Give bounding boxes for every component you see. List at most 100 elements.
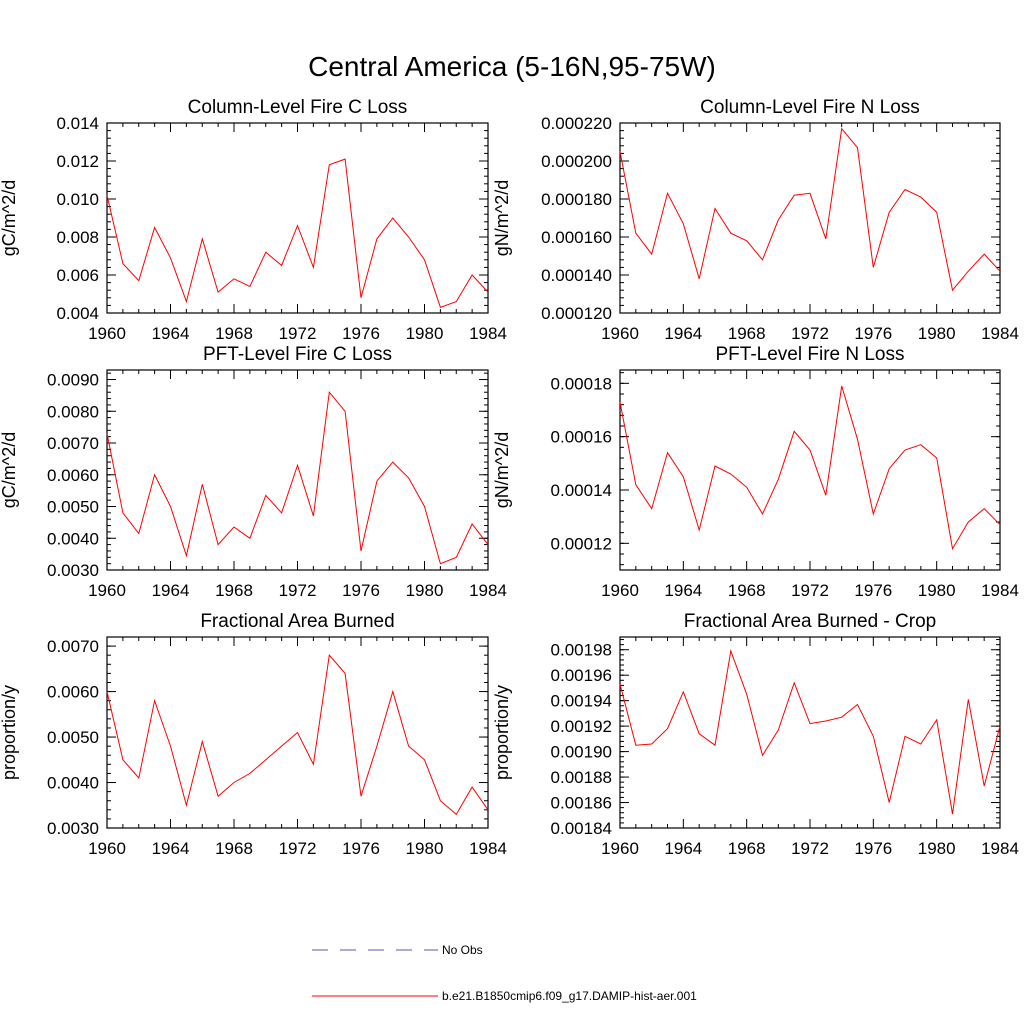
y-tick-label: 0.00016 — [551, 428, 612, 447]
panel-3: PFT-Level Fire C Loss gC/m^2/d 1960 1964 196… — [0, 344, 507, 600]
y-tick-label: 0.0060 — [47, 683, 99, 702]
x-tick-label: 1960 — [601, 839, 639, 858]
x-tick-label: 1972 — [791, 581, 829, 600]
y-tick-label: 0.000120 — [541, 304, 612, 323]
series-line — [106, 390, 489, 565]
y-tick-label: 0.0070 — [47, 637, 99, 656]
x-tick-label: 1984 — [469, 839, 507, 858]
x-tick-label: 1964 — [152, 581, 190, 600]
x-tick-label: 1984 — [981, 324, 1019, 343]
legend-label-no-obs: No Obs — [442, 943, 483, 957]
figure-title: Central America (5-16N,95-75W) — [308, 51, 716, 82]
y-tick-label: 0.000220 — [541, 114, 612, 133]
series-line — [619, 127, 1001, 292]
x-tick-label: 1964 — [152, 324, 190, 343]
panel-title: PFT-Level Fire N Loss — [716, 344, 905, 365]
y-tick-label: 0.004 — [56, 304, 99, 323]
x-tick-label: 1972 — [279, 324, 317, 343]
panel-title: Column-Level Fire N Loss — [700, 97, 920, 118]
x-tick-label: 1960 — [88, 581, 126, 600]
x-tick-label: 1976 — [854, 839, 892, 858]
panel-title: PFT-Level Fire C Loss — [203, 344, 392, 365]
series-line — [619, 649, 1001, 815]
x-tick-label: 1968 — [215, 581, 253, 600]
plot-frame — [106, 369, 489, 571]
x-tick-label: 1976 — [854, 581, 892, 600]
x-tick-label: 1968 — [215, 324, 253, 343]
y-tick-label: 0.00014 — [551, 481, 612, 500]
y-axis-label: proportion/y — [0, 685, 19, 780]
panel-2: Column-Level Fire N Loss gN/m^2/d 1960 1964… — [492, 97, 1019, 343]
y-tick-label: 0.000180 — [541, 190, 612, 209]
x-tick-label: 1968 — [728, 324, 766, 343]
x-tick-label: 1968 — [728, 839, 766, 858]
y-tick-label: 0.0090 — [47, 371, 99, 390]
y-tick-label: 0.0030 — [47, 561, 99, 580]
x-tick-label: 1976 — [854, 324, 892, 343]
x-tick-label: 1972 — [279, 839, 317, 858]
y-tick-label: 0.00196 — [551, 666, 612, 685]
x-tick-label: 1960 — [601, 324, 639, 343]
y-tick-label: 0.00192 — [551, 717, 612, 736]
x-tick-label: 1964 — [664, 839, 702, 858]
panel-title: Fractional Area Burned - Crop — [684, 611, 936, 632]
y-tick-label: 0.00184 — [551, 819, 612, 838]
panel-5: Fractional Area Burned proportion/y 1960 19… — [0, 611, 507, 858]
x-tick-label: 1964 — [664, 581, 702, 600]
x-tick-label: 1980 — [918, 324, 956, 343]
y-tick-label: 0.000160 — [541, 228, 612, 247]
x-tick-label: 1984 — [981, 839, 1019, 858]
series-line — [106, 654, 489, 816]
x-tick-label: 1976 — [342, 581, 380, 600]
x-tick-label: 1980 — [918, 581, 956, 600]
y-tick-label: 0.00188 — [551, 768, 612, 787]
y-tick-label: 0.00018 — [551, 374, 612, 393]
x-tick-label: 1964 — [152, 839, 190, 858]
series-line — [106, 158, 489, 308]
x-tick-label: 1968 — [215, 839, 253, 858]
x-tick-label: 1960 — [88, 839, 126, 858]
panels: Column-Level Fire C Loss gC/m^2/d 1960 1964… — [0, 97, 1019, 858]
y-tick-label: 0.0060 — [47, 466, 99, 485]
y-tick-label: 0.000200 — [541, 152, 612, 171]
legend: No Obs b.e21.B1850cmip6.f09_g17.DAMIP-hi… — [312, 943, 697, 1003]
plot-frame — [619, 369, 1001, 571]
y-tick-label: 0.00198 — [551, 641, 612, 660]
x-tick-label: 1968 — [728, 581, 766, 600]
x-tick-label: 1976 — [342, 839, 380, 858]
y-axis-label: proportion/y — [492, 685, 512, 780]
plot-frame — [619, 636, 1001, 829]
panel-6: Fractional Area Burned - Crop proportion/… — [492, 611, 1019, 858]
y-tick-label: 0.006 — [56, 266, 99, 285]
y-tick-label: 0.014 — [56, 114, 99, 133]
y-tick-label: 0.012 — [56, 152, 99, 171]
x-tick-label: 1972 — [791, 839, 829, 858]
x-tick-label: 1984 — [469, 581, 507, 600]
y-axis-label: gN/m^2/d — [492, 180, 512, 256]
y-axis-label: gC/m^2/d — [0, 432, 19, 508]
y-tick-label: 0.008 — [56, 228, 99, 247]
panel-1: Column-Level Fire C Loss gC/m^2/d 1960 1964… — [0, 97, 507, 343]
y-tick-label: 0.00194 — [551, 692, 612, 711]
x-tick-label: 1980 — [406, 324, 444, 343]
y-tick-label: 0.000140 — [541, 266, 612, 285]
x-tick-label: 1980 — [918, 839, 956, 858]
y-tick-label: 0.0050 — [47, 728, 99, 747]
y-tick-label: 0.0050 — [47, 498, 99, 517]
x-tick-label: 1980 — [406, 581, 444, 600]
y-tick-label: 0.010 — [56, 190, 99, 209]
y-tick-label: 0.00190 — [551, 743, 612, 762]
y-tick-label: 0.0070 — [47, 434, 99, 453]
x-tick-label: 1960 — [88, 324, 126, 343]
x-tick-label: 1972 — [791, 324, 829, 343]
panel-title: Fractional Area Burned — [200, 611, 394, 632]
legend-label-simulation: b.e21.B1850cmip6.f09_g17.DAMIP-hist-aer.… — [442, 989, 697, 1003]
panel-title: Column-Level Fire C Loss — [188, 97, 408, 118]
y-tick-label: 0.00012 — [551, 534, 612, 553]
panel-4: PFT-Level Fire N Loss gN/m^2/d 1960 1964 196… — [492, 344, 1019, 600]
y-tick-label: 0.0040 — [47, 529, 99, 548]
x-tick-label: 1976 — [342, 324, 380, 343]
y-tick-label: 0.0080 — [47, 402, 99, 421]
x-tick-label: 1972 — [279, 581, 317, 600]
